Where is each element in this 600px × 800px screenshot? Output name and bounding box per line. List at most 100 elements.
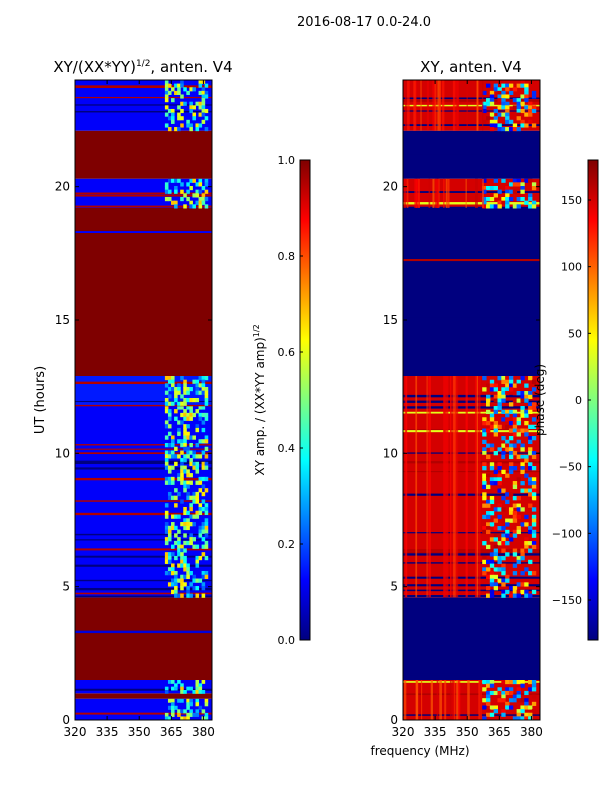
panel2-noise-cell	[482, 556, 487, 561]
panel1-noise-cell	[189, 537, 193, 542]
panel2-noise-cell	[482, 451, 487, 456]
panel1-noise-cell	[195, 101, 200, 106]
panel1-noise-cell	[189, 533, 193, 538]
panel1-noise-cell	[189, 458, 193, 463]
panel1-noise-cell	[189, 405, 193, 410]
panel1-noise-cell	[189, 108, 193, 114]
panel1-noise-cell	[195, 514, 200, 519]
panel2-noise-cell	[516, 116, 521, 121]
panel2-noise-cell	[497, 417, 502, 422]
panel1-noise-cell	[164, 182, 169, 187]
panel2-noise-cell	[501, 451, 506, 456]
panel2-noise-cell	[524, 105, 529, 110]
panel2-streak	[403, 154, 540, 157]
panel2-noise-cell	[531, 544, 537, 550]
panel2-streak	[403, 673, 540, 676]
panel1-noise-cell	[174, 446, 178, 452]
panel2-noise-cell	[501, 589, 506, 595]
panel2-noise-cell	[512, 417, 518, 422]
panel1-noise-cell	[164, 390, 169, 395]
panel1-noise-cell	[183, 480, 187, 485]
panel2-noise-cell	[501, 582, 506, 587]
panel2-noise-cell	[482, 462, 487, 467]
panel1-noise-cell	[180, 465, 184, 470]
panel2-texture-stripe	[443, 178, 445, 208]
panel2-noise-cell	[520, 394, 525, 400]
panel2-texture-stripe	[432, 178, 435, 208]
panel1-noise-cell	[186, 197, 190, 202]
panel1-noise-cell	[189, 522, 193, 527]
panel2-streak	[403, 493, 540, 496]
panel2-noise-cell	[489, 112, 495, 117]
panel1-noise-cell	[201, 570, 206, 576]
panel2-noise-cell	[508, 537, 514, 542]
panel1-streak	[75, 592, 212, 595]
panel1-noise-cell	[164, 186, 169, 191]
panel2-texture-stripe	[434, 80, 437, 131]
panel2-noise-cell	[482, 447, 487, 452]
panel2-noise-cell	[516, 712, 521, 717]
panel2-noise-cell	[524, 567, 529, 572]
panel1-noise-cell	[180, 499, 184, 504]
panel1-noise-cell	[180, 461, 184, 467]
panel1-noise-cell	[164, 537, 169, 542]
panel2-noise-cell	[489, 402, 495, 407]
panel1-noise-cell	[198, 105, 203, 110]
panel2-streak	[403, 562, 540, 564]
panel2-texture-stripe	[426, 80, 429, 131]
panel1-noise-cell	[198, 90, 203, 95]
panel1-noise-cell	[167, 442, 172, 448]
panel1-noise-cell	[204, 435, 209, 440]
panel2-noise-cell	[520, 698, 525, 703]
panel1-noise-cell	[164, 686, 169, 691]
panel2-noise-cell	[528, 447, 533, 452]
panel2-noise-cell	[501, 200, 506, 205]
panel2-noise-cell	[486, 514, 491, 520]
panel2-noise-cell	[508, 518, 514, 523]
panel2-noise-cell	[531, 484, 537, 490]
panel2-noise-cell	[516, 698, 521, 703]
panel2-noise-cell	[512, 398, 518, 403]
panel2-noise-cell	[516, 417, 521, 422]
panel1-noise-cell	[186, 390, 190, 395]
panel1-noise-cell	[164, 405, 169, 410]
panel2-noise-cell	[524, 432, 529, 437]
panel1-noise-cell	[164, 442, 169, 448]
panel2-noise-cell	[486, 186, 491, 191]
panel2-noise-cell	[512, 98, 518, 103]
panel1-noise-cell	[164, 94, 169, 99]
panel1-noise-cell	[192, 578, 196, 583]
panel1-noise-cell	[192, 712, 196, 717]
panel1-noise-cell	[189, 503, 193, 508]
panel2-noise-cell	[489, 712, 495, 717]
panel2-noise-cell	[531, 507, 537, 512]
panel2-noise-cell	[524, 413, 529, 418]
panel2-texture-stripe	[455, 80, 459, 131]
panel1-noise-cell	[198, 525, 203, 531]
panel2-noise-cell	[528, 481, 533, 486]
panel1-noise-cell	[189, 514, 193, 519]
panel1-noise-cell	[174, 683, 178, 688]
panel2-noise-cell	[482, 204, 487, 209]
panel2-noise-cell	[520, 481, 525, 486]
panel1-noise-cell	[177, 540, 181, 546]
panel1-noise-cell	[174, 394, 178, 399]
panel2-noise-cell	[516, 690, 521, 696]
panel1-noise-cell	[189, 686, 193, 691]
panel1-heatmap	[75, 80, 212, 720]
panel1-noise-cell	[164, 123, 169, 128]
panel2-noise-cell	[531, 123, 537, 128]
panel2-noise-cell	[528, 391, 533, 396]
panel2-noise-cell	[512, 511, 518, 516]
panel2-streak	[403, 589, 540, 592]
panel2-noise-cell	[508, 514, 514, 520]
panel1-noise-cell	[204, 522, 209, 527]
panel2-noise-cell	[531, 589, 537, 595]
panel1-noise-cell	[186, 510, 190, 516]
panel2-noise-cell	[512, 443, 518, 448]
panel1-noise-cell	[201, 525, 206, 531]
panel2-noise-cell	[493, 193, 498, 198]
panel1-noise-cell	[167, 379, 172, 384]
panel1-noise-cell	[167, 387, 172, 392]
panel1-noise-cell	[177, 454, 181, 459]
